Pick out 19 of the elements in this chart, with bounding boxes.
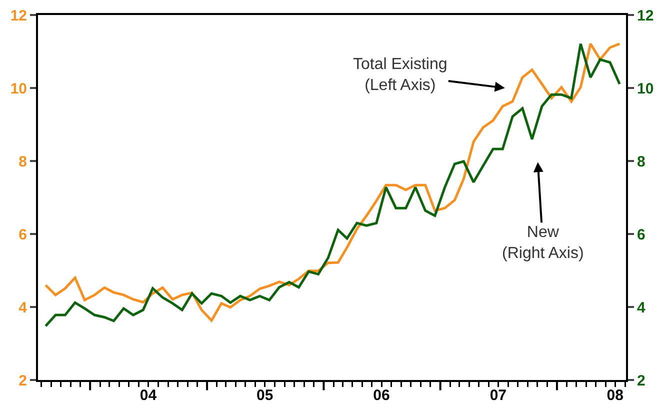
annotation: New (Right Axis) [502,224,584,262]
y-tick-label: 2 [18,372,27,390]
y-tick-label: 6 [18,226,27,244]
x-tick-label: 05 [256,387,274,404]
y-tick-label: 4 [18,299,28,316]
annotation: Total Existing (Left Axis) [353,56,448,94]
x-tick-label: 08 [606,387,624,404]
y-tick-label: 8 [18,153,27,170]
y-tick-label: 10 [10,80,27,98]
y2-tick-label: 12 [637,7,654,24]
y2-tick-label: 10 [637,80,654,98]
y-tick-label: 12 [10,7,27,24]
y2-tick-label: 6 [637,226,646,244]
y2-tick-label: 2 [637,372,646,390]
x-tick-label: 06 [373,387,390,404]
x-tick-label: 07 [490,387,507,404]
y2-tick-label: 4 [637,299,646,316]
x-tick-label: 04 [140,387,158,404]
y2-tick-label: 8 [637,153,646,170]
